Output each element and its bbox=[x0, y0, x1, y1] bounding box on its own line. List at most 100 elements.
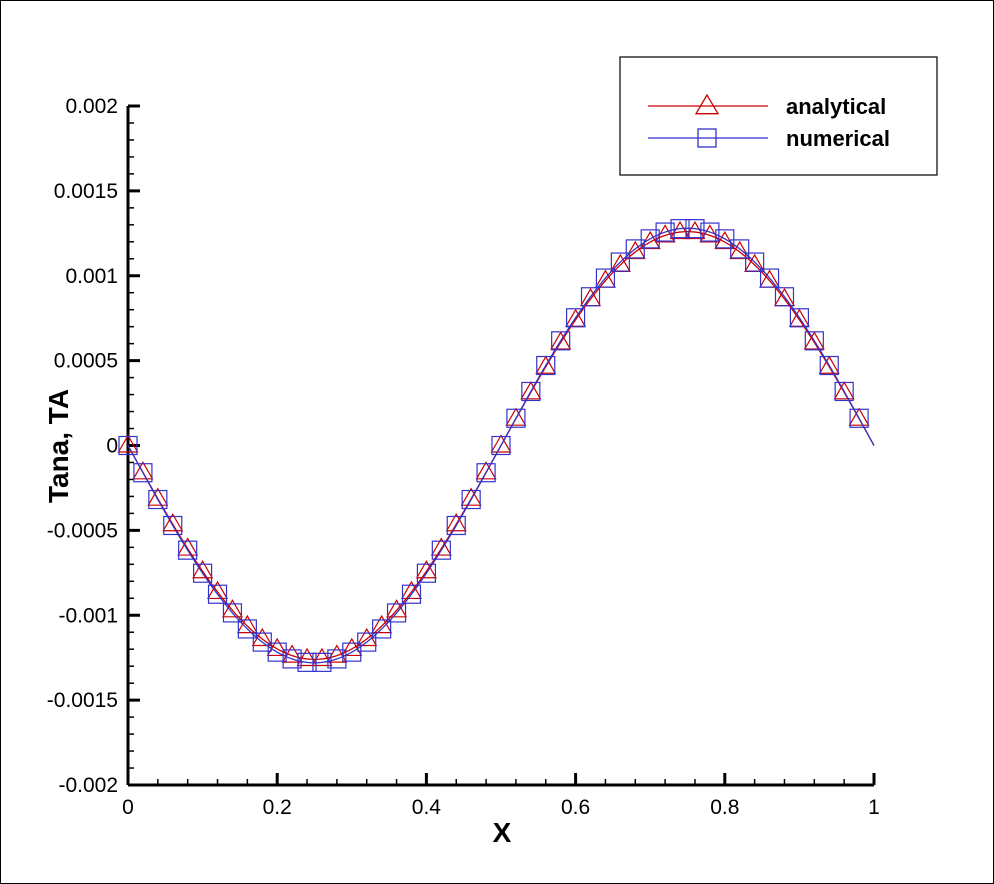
legend-marker-triangle bbox=[694, 93, 720, 115]
numerical-point bbox=[163, 515, 183, 536]
analytical-point bbox=[639, 230, 661, 250]
y-tick-label: 0.0015 bbox=[54, 180, 118, 203]
y-tick-label: -0.0005 bbox=[47, 519, 118, 542]
analytical-point bbox=[833, 381, 855, 400]
y-tick-label: 0.002 bbox=[65, 95, 118, 118]
numerical-point bbox=[774, 287, 795, 307]
analytical-point bbox=[266, 637, 288, 657]
series-layer bbox=[117, 219, 875, 672]
analytical-point bbox=[206, 580, 229, 600]
analytical-point bbox=[415, 560, 437, 579]
analytical-point bbox=[445, 513, 467, 532]
numerical-point bbox=[506, 408, 526, 428]
analytical-point bbox=[311, 647, 333, 667]
numerical-point bbox=[685, 219, 705, 239]
numerical-point bbox=[804, 331, 824, 351]
analytical-point bbox=[490, 434, 512, 453]
series-numerical bbox=[118, 219, 875, 672]
numerical-point bbox=[207, 584, 228, 604]
numerical-point bbox=[446, 515, 466, 536]
analytical-point bbox=[296, 647, 318, 667]
analytical-point bbox=[684, 220, 706, 240]
analytical-point bbox=[803, 331, 825, 350]
numerical-point bbox=[640, 229, 660, 249]
x-tick-label: 0.8 bbox=[710, 796, 739, 819]
numerical-point bbox=[401, 584, 422, 604]
numerical-point bbox=[849, 408, 869, 428]
analytical-point bbox=[192, 560, 214, 579]
numerical-point bbox=[521, 381, 541, 402]
x-tick-label: 0.4 bbox=[412, 796, 442, 819]
numerical-point bbox=[312, 652, 332, 672]
analytical-point bbox=[386, 599, 408, 618]
analytical-point bbox=[505, 407, 527, 426]
series-analytical bbox=[117, 220, 875, 667]
analytical-point bbox=[475, 461, 497, 480]
numerical-point bbox=[267, 642, 287, 662]
axes: -0.002 -0.0015 -0.001 -0.0005 0 0.0005 0.001 0.… bbox=[47, 95, 880, 819]
numerical-point bbox=[670, 219, 690, 239]
numerical-point bbox=[193, 563, 213, 583]
numerical-point bbox=[118, 435, 138, 456]
numerical-point bbox=[595, 268, 616, 288]
analytical-point bbox=[221, 599, 243, 618]
analytical-point bbox=[848, 407, 870, 426]
analytical-point bbox=[430, 537, 452, 556]
analytical-point bbox=[341, 637, 363, 657]
numerical-point bbox=[252, 632, 272, 652]
numerical-point bbox=[819, 355, 839, 376]
numerical-point bbox=[282, 649, 302, 669]
analytical-point bbox=[162, 513, 184, 532]
numerical-point bbox=[372, 619, 392, 639]
y-tick-label: 0 bbox=[106, 435, 118, 458]
legend: analytical numerical bbox=[619, 56, 938, 176]
y-axis-label: Tana, TA bbox=[43, 389, 74, 503]
y-tick-label: -0.0015 bbox=[47, 689, 118, 712]
numerical-point bbox=[178, 540, 198, 560]
analytical-point bbox=[400, 580, 423, 600]
legend-marker-square bbox=[697, 128, 717, 148]
numerical-point bbox=[222, 603, 243, 623]
numerical-point bbox=[237, 619, 257, 639]
numerical-point bbox=[759, 268, 780, 288]
numerical-point bbox=[536, 355, 556, 376]
numerical-point bbox=[834, 381, 854, 402]
analytical-point bbox=[117, 434, 139, 453]
numerical-point bbox=[715, 229, 735, 249]
numerical-point bbox=[476, 463, 496, 483]
analytical-point bbox=[356, 627, 378, 647]
analytical-point bbox=[326, 644, 348, 663]
x-axis-label: X bbox=[493, 817, 512, 848]
numerical-point bbox=[357, 632, 377, 652]
numerical-point bbox=[148, 489, 168, 510]
numerical-point bbox=[461, 489, 481, 510]
numerical-point bbox=[610, 252, 630, 272]
legend-label-numerical: numerical bbox=[786, 126, 890, 151]
y-tick-label: 0.0005 bbox=[54, 350, 118, 373]
analytical-point bbox=[714, 230, 736, 250]
x-tick-label: 0.2 bbox=[263, 796, 292, 819]
x-tick-label: 1 bbox=[868, 796, 880, 819]
numerical-point bbox=[655, 222, 675, 242]
numerical-point bbox=[342, 642, 362, 662]
analytical-point bbox=[520, 381, 542, 400]
analytical-point bbox=[177, 537, 199, 556]
analytical-point bbox=[132, 461, 154, 480]
numerical-point bbox=[789, 308, 810, 328]
numerical-line bbox=[127, 227, 875, 664]
analytical-point bbox=[669, 220, 691, 240]
numerical-point bbox=[416, 563, 436, 583]
numerical-point bbox=[551, 331, 571, 351]
legend-box bbox=[619, 56, 938, 176]
numerical-point bbox=[700, 222, 720, 242]
y-tick-label: -0.001 bbox=[58, 604, 118, 627]
analytical-point bbox=[535, 355, 557, 374]
numerical-point bbox=[491, 435, 511, 456]
numerical-point bbox=[565, 308, 586, 328]
numerical-point bbox=[745, 252, 765, 272]
numerical-point bbox=[327, 649, 347, 669]
analytical-point bbox=[281, 644, 303, 663]
analytical-point bbox=[550, 331, 572, 350]
numerical-point bbox=[297, 652, 317, 672]
